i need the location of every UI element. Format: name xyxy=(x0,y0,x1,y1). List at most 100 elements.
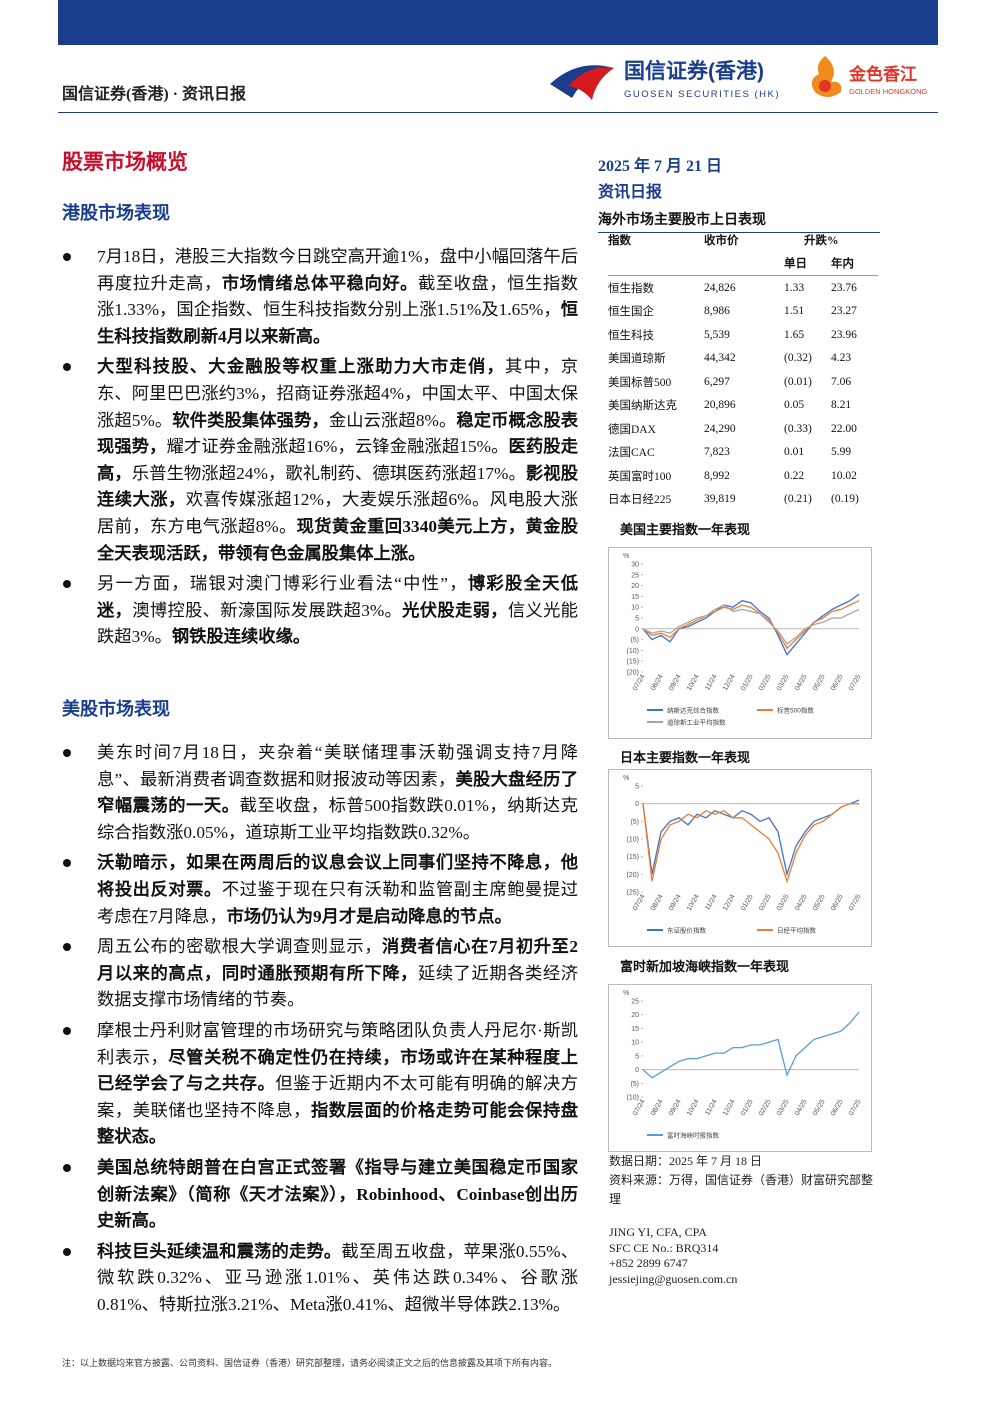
y-tick-label: (10) xyxy=(627,648,639,655)
contact-line: JING YI, CFA, CPA xyxy=(609,1225,707,1239)
x-tick-label: 06/25 xyxy=(830,893,845,912)
legend-label: 标普500指数 xyxy=(777,706,814,715)
x-tick-label: 08/24 xyxy=(650,1098,665,1117)
y-axis-label: % xyxy=(623,990,629,997)
x-tick-label: 10/24 xyxy=(686,1098,701,1117)
cell: (0.33) xyxy=(784,422,812,435)
x-tick-label: 11/24 xyxy=(704,1098,719,1116)
y-tick-label: 0 xyxy=(635,1067,639,1074)
cell: 英国富时100 xyxy=(608,470,672,483)
y-tick-label: (5) xyxy=(630,819,639,826)
bullet: 美东时间7月18日，夹杂着“美联储理事沃勒强调支持7月降息”、最新消费者调查数据… xyxy=(62,740,578,846)
x-tick-label: 02/25 xyxy=(758,893,773,912)
y-axis-label: % xyxy=(623,553,629,560)
bold-text: 大型科技股、大金融股等权重上涨助力大市走俏， xyxy=(97,357,506,377)
cell: 恒生科技 xyxy=(608,329,654,342)
bullet-list: 7月18日，港股三大指数今日跳空高开逾1%，盘中小幅回落午后再度拉升走高，市场情… xyxy=(62,244,578,655)
bold-text: 影视股连续大涨， xyxy=(97,463,578,510)
column-header: 升跌% xyxy=(804,234,839,247)
table-subheader: 单日 年内 xyxy=(608,252,878,276)
line-series xyxy=(642,1011,860,1079)
top-bar xyxy=(58,0,938,45)
y-tick-label: 5 xyxy=(635,1053,639,1060)
contact-line: +852 2899 6747 xyxy=(609,1256,688,1270)
table-row: 美国标普500 6,297 (0.01) 7.06 xyxy=(608,370,878,394)
cell: 5,539 xyxy=(704,328,730,341)
x-tick-label: 08/24 xyxy=(650,893,665,912)
bold-text: 指数层面的价格走势可能会保持盘整状态。 xyxy=(97,1100,578,1147)
cell: 1.65 xyxy=(784,328,805,341)
text: 另一方面，瑞银对澳门博彩行业看法“中性”， xyxy=(97,574,468,594)
cell: 恒生国企 xyxy=(608,306,654,319)
x-tick-label: 11/24 xyxy=(704,893,719,911)
logo2-en: GOLDEN HONGKONG xyxy=(849,87,928,96)
data-source: 资料来源：万得，国信证券（香港）财富研究部整理 xyxy=(609,1173,874,1206)
column-header: 指数 xyxy=(608,234,631,247)
column-header: 单日 xyxy=(784,258,807,271)
y-tick-label: 10 xyxy=(631,1040,639,1047)
legend-label: 纳斯达克综合指数 xyxy=(667,706,720,715)
x-tick-label: 06/25 xyxy=(830,1098,845,1117)
y-tick-label: (15) xyxy=(627,854,639,861)
x-tick-label: 01/25 xyxy=(740,1098,755,1117)
cell: (0.01) xyxy=(784,375,812,388)
bold-text: 市场仍认为9月才是启动降息的节点。 xyxy=(226,906,512,926)
bold-text: 沃勒暗示，如果在两周后的议息会议上同事们坚持不降息，他将投出反对票。 xyxy=(97,853,578,899)
chart-title: 日本主要指数一年表现 xyxy=(620,750,751,765)
market-table: 指数 收市价 升跌% 单日 年内 恒生指数 24,826 1.33 23.76 恒生国企 8,986… xyxy=(608,228,878,511)
y-tick-label: 0 xyxy=(635,626,639,633)
cell: 7.06 xyxy=(831,375,852,388)
x-tick-label: 12/24 xyxy=(722,673,737,692)
section-title: 股票市场概览 xyxy=(62,150,188,174)
cell: (0.21) xyxy=(784,493,812,506)
cell: 4.23 xyxy=(831,352,852,365)
bullet: 沃勒暗示，如果在两周后的议息会议上同事们坚持不降息，他将投出反对票。不过鉴于现在… xyxy=(62,850,578,930)
text: 截至周五收盘，苹果涨0.55%、微软跌0.32%、亚马逊涨1.01%、英伟达跌0… xyxy=(97,1241,578,1314)
text: 摩根士丹利财富管理的市场研究与策略团队负责人丹尼尔·斯凯利表示， xyxy=(97,1020,578,1067)
cell: 法国CAC xyxy=(608,447,655,460)
text: 不过鉴于现在只有沃勒和监管副主席鲍曼提过考虑在7月降息， xyxy=(97,879,578,926)
bold-text: 现货黄金重回3340美元上方，黄金股全天表现活跃，带领有色金属股集体上涨。 xyxy=(97,516,578,563)
x-tick-label: 02/25 xyxy=(758,1098,773,1117)
table-header: 指数 收市价 升跌% xyxy=(608,228,878,252)
x-tick-label: 03/25 xyxy=(776,673,791,692)
bold-text: 钢铁股连续收缘。 xyxy=(171,627,311,647)
contact-line: jessiejing@guosen.com.cn xyxy=(609,1271,738,1286)
cell: 20,896 xyxy=(704,399,736,412)
table-row: 德国DAX 24,290 (0.33) 22.00 xyxy=(608,417,878,441)
cell xyxy=(704,252,784,276)
table-row: 恒生指数 24,826 1.33 23.76 xyxy=(608,276,878,300)
cell: 23.27 xyxy=(831,305,857,318)
legend-label: 富时海峡时报指数 xyxy=(667,1131,720,1140)
x-tick-label: 12/24 xyxy=(722,893,737,912)
x-tick-label: 03/25 xyxy=(776,893,791,912)
cell: 0.22 xyxy=(784,469,805,482)
legend-label: 道琼斯工业平均指数 xyxy=(667,718,726,727)
cell: 22.00 xyxy=(831,422,857,435)
y-tick-label: (10) xyxy=(627,1095,639,1102)
y-tick-label: 0 xyxy=(635,801,639,808)
cell: 1.33 xyxy=(784,281,805,294)
cell: 5.99 xyxy=(831,446,852,459)
bold-text: 恒生科技指数刷新4月以来新高。 xyxy=(97,300,578,346)
text: 耀才证券金融涨超16%，云锋金融涨超15%。 xyxy=(166,437,509,457)
y-tick-label: 15 xyxy=(631,1026,639,1033)
bullet: 周五公布的密歇根大学调查则显示，消费者信心在7月初升至2月以来的高点，同时通胀预… xyxy=(62,934,578,1014)
x-tick-label: 01/25 xyxy=(740,673,755,692)
text: 周五公布的密歇根大学调查则显示， xyxy=(97,937,383,957)
contact-line: SFC CE No.: BRQ314 xyxy=(609,1240,719,1255)
y-tick-label: (15) xyxy=(627,659,639,666)
bold-text: 美股大盘经历了窄幅震荡的一天。 xyxy=(97,769,578,816)
x-tick-label: 04/25 xyxy=(794,893,809,912)
cell: 10.02 xyxy=(831,469,857,482)
column-header: 收市价 xyxy=(704,234,739,247)
y-tick-label: (10) xyxy=(627,837,639,844)
cell: 8,992 xyxy=(704,469,730,482)
text: 金山云涨超8%。 xyxy=(328,410,457,430)
bold-text: 科技巨头延续温和震荡的走势。 xyxy=(97,1241,342,1261)
column-header: 年内 xyxy=(831,258,854,271)
cell: 24,290 xyxy=(704,422,736,435)
cell: 0.05 xyxy=(784,399,805,412)
